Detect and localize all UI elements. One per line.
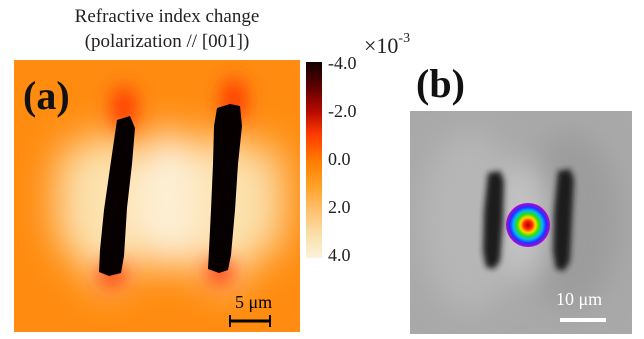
- scale-bar-label-a: 5 μm: [235, 292, 273, 312]
- colorbar-tick: 2.0: [328, 197, 351, 217]
- colorbar-tick: 4.0: [328, 245, 351, 265]
- scale-bar-label-b: 10 μm: [556, 289, 603, 309]
- colorbar-tick: -2.0: [328, 101, 357, 121]
- panel-a-label: (a): [23, 73, 70, 118]
- panel-a-refractive-index-map: 5 μm: [14, 60, 300, 332]
- colorbar-tick: -4.0: [328, 53, 357, 73]
- colorbar: [306, 62, 322, 258]
- colorbar-tick: 0.0: [328, 149, 351, 169]
- panel-b-mode-image: 10 μm: [410, 111, 632, 334]
- colorbar-exponent: ×10-3: [364, 30, 411, 58]
- figure-title-line-1: Refractive index change: [74, 6, 260, 27]
- panel-b-label: (b): [416, 61, 465, 106]
- figure-title-line-2: (polarization // [001]): [84, 31, 250, 52]
